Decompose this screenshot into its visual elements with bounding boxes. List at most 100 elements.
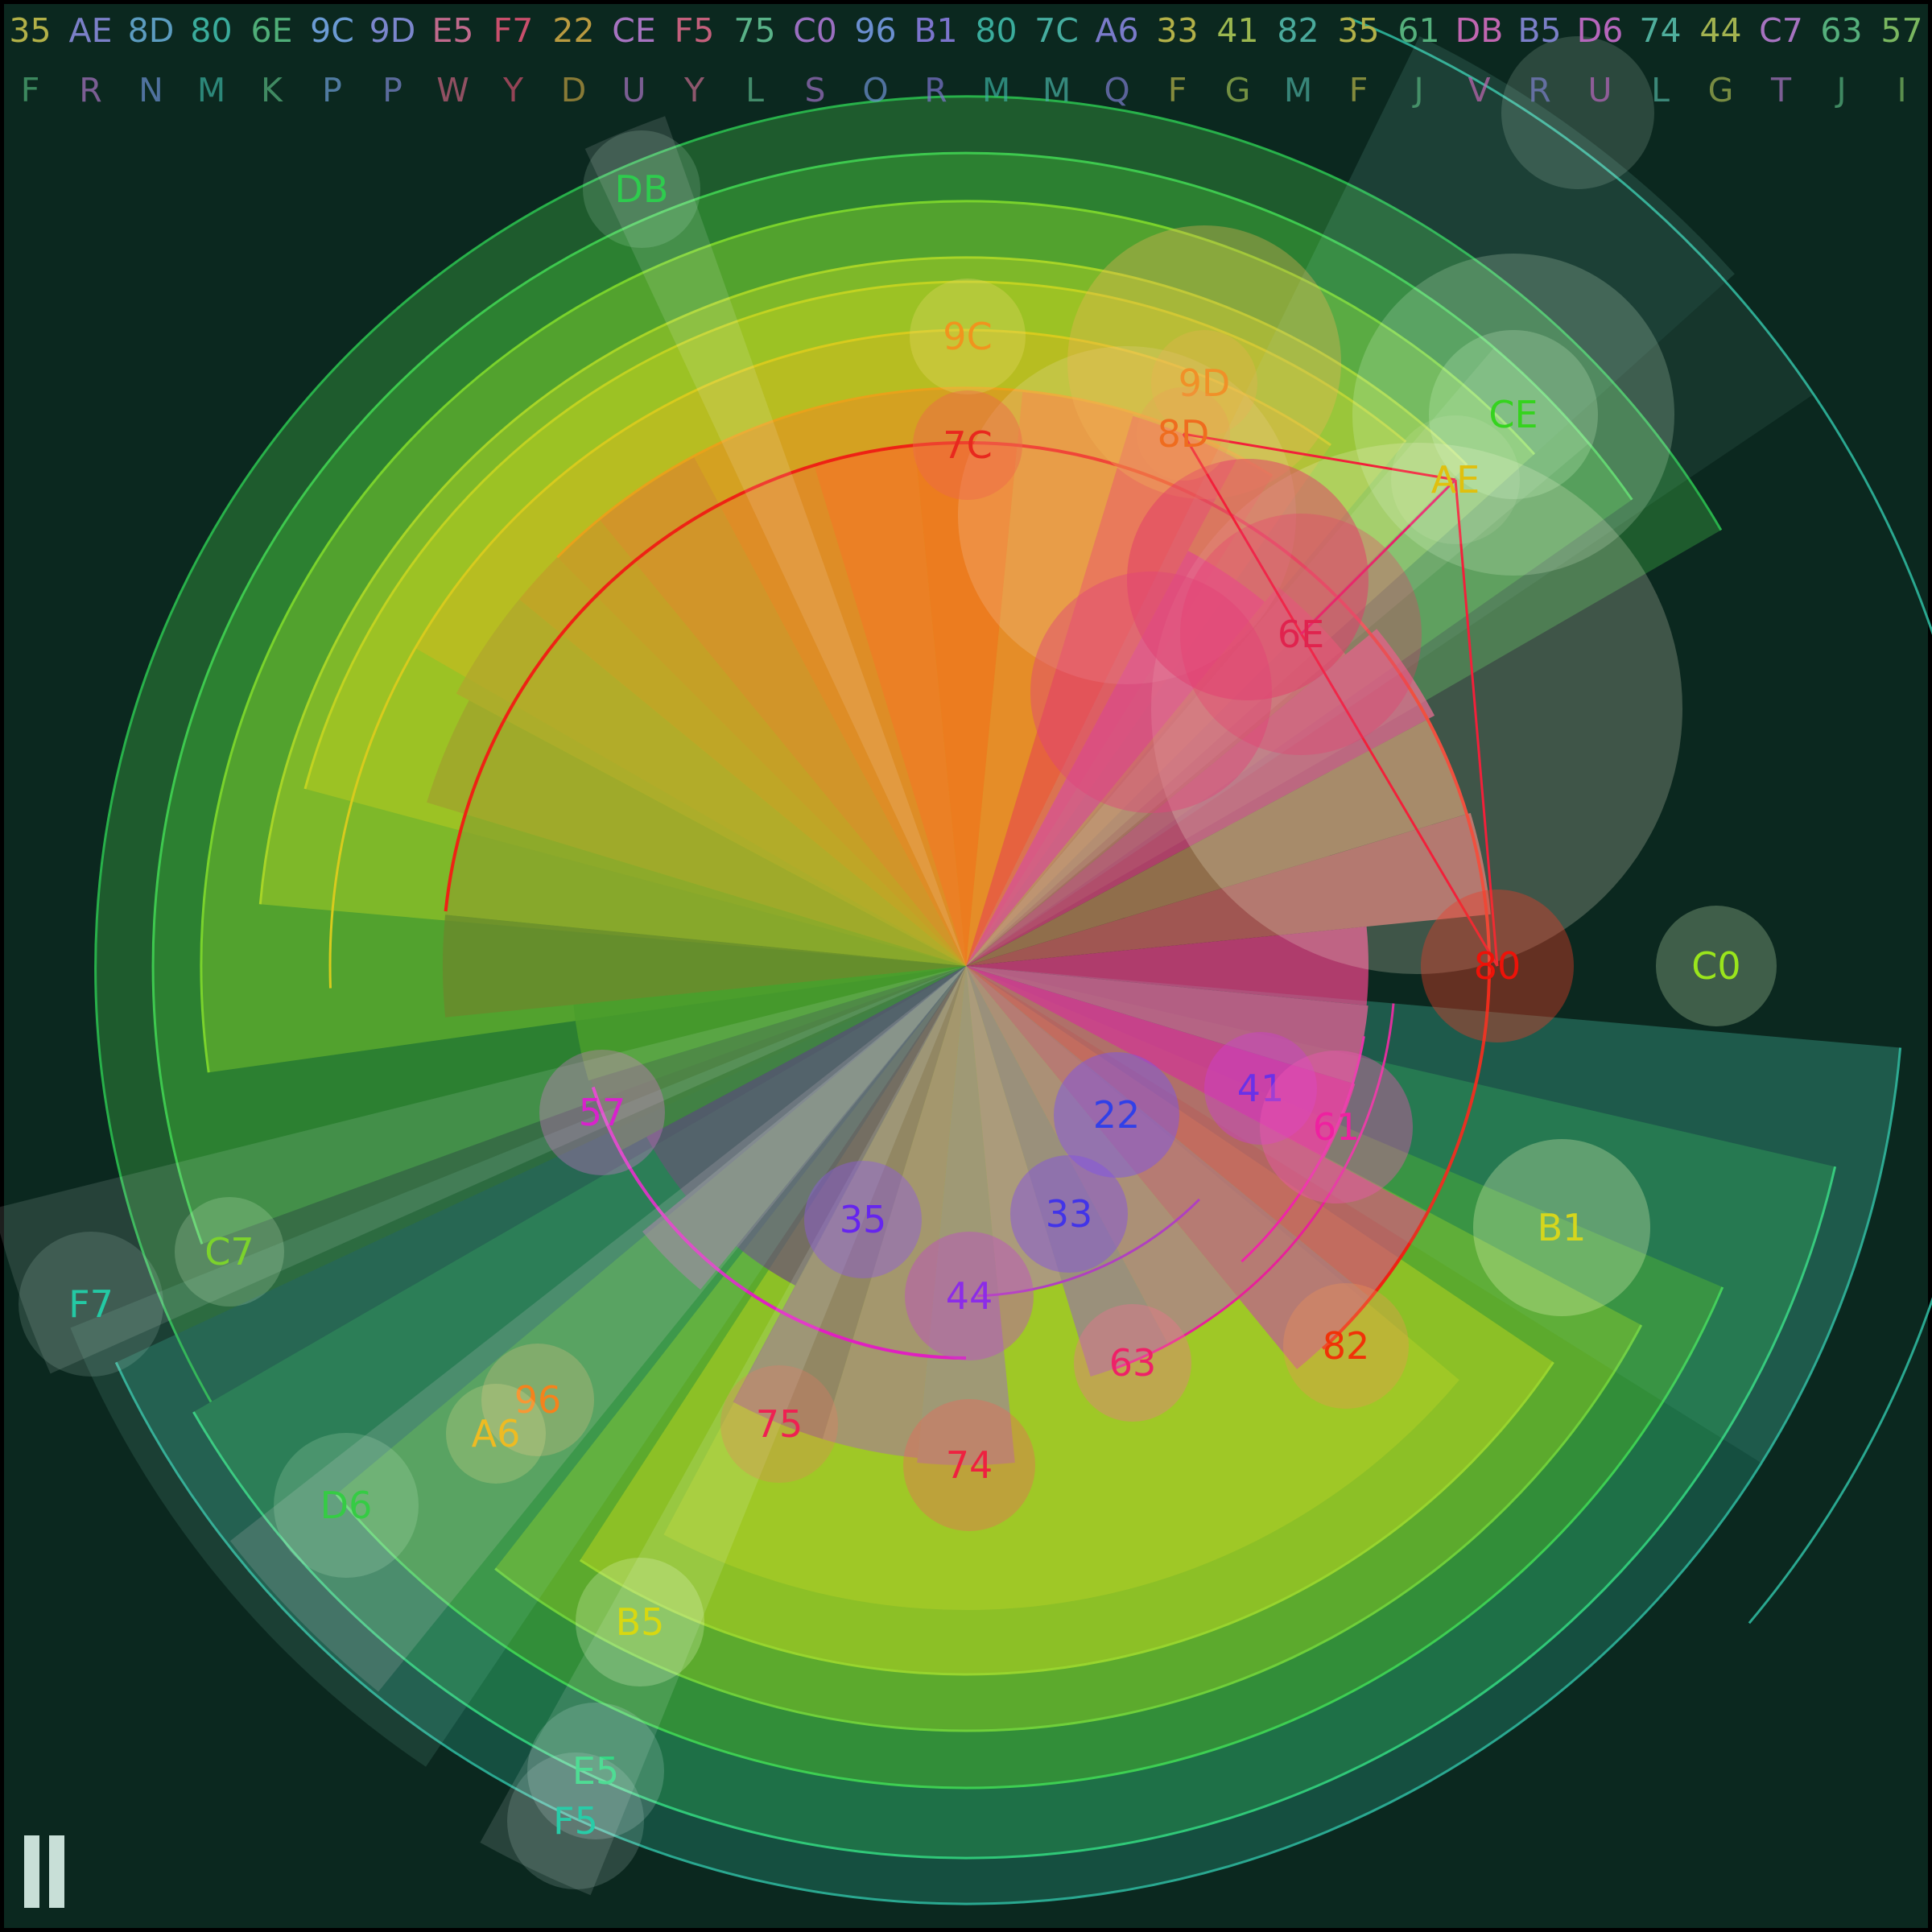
node-label: D6	[320, 1484, 373, 1527]
node-circle	[720, 1365, 838, 1483]
node-label: A6	[472, 1412, 521, 1455]
value-wedge	[966, 966, 1062, 1294]
letter-cell-17: M	[1042, 71, 1071, 109]
letter-cell-14: O	[862, 71, 889, 109]
node-circle	[175, 1197, 284, 1307]
node-label: 74	[946, 1443, 993, 1487]
byte-cell-21: 82	[1277, 11, 1319, 50]
letter-cell-23: J	[1414, 71, 1424, 109]
ring-arc	[579, 1361, 1554, 1676]
value-wedge	[966, 719, 1467, 966]
letter-cell-9: D	[560, 71, 587, 109]
node-label: 9C	[943, 315, 992, 358]
glow-circle	[1352, 254, 1674, 576]
node-label: 9D	[1179, 361, 1231, 405]
letter-cell-4: K	[261, 71, 283, 109]
node-label: CE	[1488, 393, 1538, 436]
byte-cell-31: 57	[1880, 11, 1923, 50]
letter-cell-26: U	[1587, 71, 1612, 109]
value-wedge	[914, 442, 1018, 966]
value-wedge	[736, 966, 966, 1286]
letter-cell-3: M	[196, 71, 226, 109]
highlight-band	[966, 36, 1735, 966]
byte-cell-20: 41	[1216, 11, 1259, 50]
ring-arc	[328, 328, 1331, 989]
node-label: 82	[1323, 1324, 1370, 1368]
node-circle	[1391, 415, 1520, 544]
node-label: AE	[1431, 458, 1480, 502]
node-label: C7	[204, 1230, 254, 1274]
glow-circle	[1030, 572, 1272, 813]
pause-button[interactable]	[24, 1835, 66, 1909]
value-wedge	[822, 966, 966, 1458]
value-wedge	[966, 966, 1356, 1158]
node-label: 44	[946, 1274, 993, 1318]
value-wedge	[966, 629, 1435, 966]
byte-cell-4: 6E	[250, 11, 293, 50]
letter-cell-27: L	[1651, 71, 1670, 109]
node-label: 33	[1046, 1192, 1093, 1236]
node-circle	[1429, 330, 1598, 499]
node-label: B1	[1538, 1206, 1587, 1249]
node-circle	[903, 1399, 1035, 1531]
connection-line	[1299, 478, 1457, 636]
letter-cell-25: R	[1528, 71, 1551, 109]
highlight-band	[70, 966, 966, 1767]
node-label: 80	[1474, 944, 1521, 988]
letter-cell-5: P	[322, 71, 342, 109]
byte-cell-19: 33	[1156, 11, 1199, 50]
value-wedge	[966, 966, 1169, 1377]
byte-cell-30: 63	[1820, 11, 1863, 50]
letter-cell-20: G	[1224, 71, 1251, 109]
node-circle	[905, 1232, 1034, 1360]
node-circle	[481, 1344, 594, 1456]
node-circle	[539, 1050, 665, 1175]
pause-bar-icon	[24, 1835, 39, 1908]
ring-arc	[1348, 17, 1932, 1624]
letter-cell-29: T	[1770, 71, 1792, 109]
value-wedge	[519, 519, 966, 966]
scan-ray	[0, 966, 966, 1374]
node-circle	[527, 1703, 664, 1839]
node-circle	[1010, 1155, 1128, 1273]
byte-cell-14: 96	[854, 11, 897, 50]
byte-cell-27: 74	[1639, 11, 1682, 50]
letter-cell-19: F	[1167, 71, 1187, 109]
node-circle	[804, 1161, 922, 1278]
connection-line	[1183, 432, 1456, 481]
byte-cell-16: 80	[975, 11, 1018, 50]
byte-cell-9: 22	[552, 11, 595, 50]
ring-arc	[151, 151, 1633, 1245]
letter-cell-15: R	[924, 71, 947, 109]
value-wedge	[427, 700, 966, 966]
letter-cell-10: U	[621, 71, 646, 109]
value-wedge	[966, 966, 1428, 1298]
node-circle	[446, 1384, 546, 1484]
glow-circle	[1127, 459, 1368, 700]
value-wedge	[719, 465, 966, 966]
node-label: F7	[68, 1282, 114, 1326]
value-wedge	[646, 966, 966, 1196]
byte-cell-24: DB	[1455, 11, 1504, 50]
header-byte-row: 35 AE 8D 80 6E 9C 9D E5 F7 22 CE F5 75 C0 96 B1 80 7C A6 33…	[0, 6, 1932, 55]
scan-ray	[229, 966, 966, 1692]
letter-cell-30: J	[1836, 71, 1847, 109]
glow-circle	[1067, 225, 1341, 499]
value-wedge	[599, 456, 966, 966]
byte-cell-25: B5	[1517, 11, 1562, 50]
node-circle	[1260, 1051, 1413, 1203]
byte-cell-13: C0	[793, 11, 837, 50]
value-wedge	[917, 966, 1015, 1465]
node-circle	[583, 130, 700, 248]
node-circle	[1656, 906, 1777, 1026]
value-wedge	[445, 814, 966, 966]
node-label: 22	[1093, 1093, 1141, 1137]
letter-cell-21: M	[1283, 71, 1313, 109]
node-label: F5	[553, 1799, 598, 1843]
value-wedge	[733, 966, 966, 1439]
ring-arc	[977, 1198, 1200, 1298]
node-circle	[1074, 1304, 1191, 1422]
node-circle	[1137, 387, 1230, 481]
ring-arc	[200, 200, 1536, 1073]
